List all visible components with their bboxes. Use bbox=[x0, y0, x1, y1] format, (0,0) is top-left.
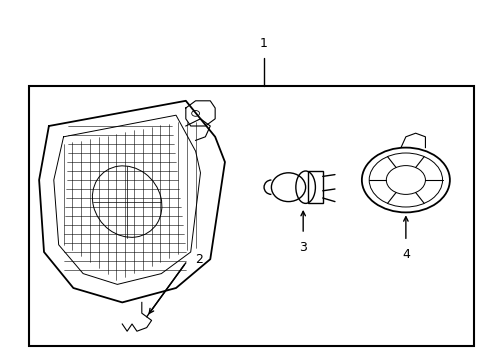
Text: 2: 2 bbox=[195, 253, 203, 266]
Text: 3: 3 bbox=[299, 241, 306, 254]
Bar bbox=[29, 86, 473, 346]
Text: 1: 1 bbox=[260, 37, 267, 50]
Text: 4: 4 bbox=[401, 248, 409, 261]
